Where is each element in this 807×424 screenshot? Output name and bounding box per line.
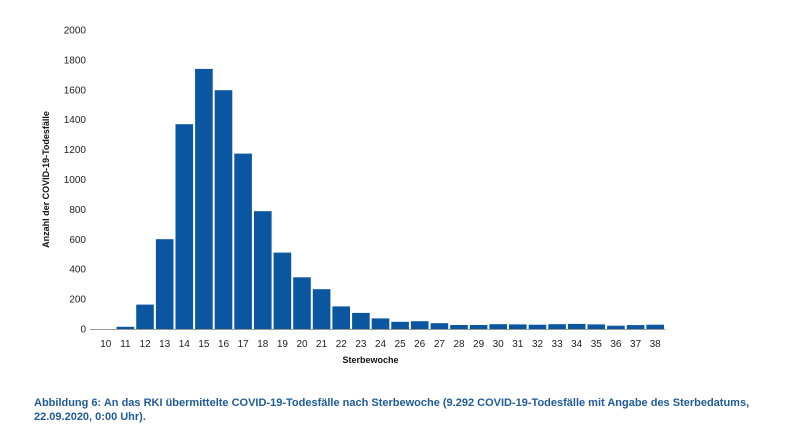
bar	[352, 312, 370, 329]
y-tick-label: 600	[69, 235, 86, 246]
bar	[391, 321, 409, 329]
x-tick-label: 31	[512, 339, 524, 350]
x-tick-label: 35	[591, 339, 603, 350]
x-tick-label: 17	[238, 339, 250, 350]
bar	[175, 124, 194, 329]
bar	[587, 324, 606, 329]
bar	[469, 325, 488, 329]
bar	[195, 68, 213, 330]
y-tick-label: 200	[69, 295, 86, 306]
y-tick-label: 1200	[64, 145, 87, 156]
bar	[567, 323, 586, 329]
x-tick-label: 19	[277, 339, 289, 350]
x-tick-label: 27	[434, 339, 446, 350]
x-axis-title: Sterbewoche	[342, 355, 398, 365]
bar	[626, 325, 645, 329]
bar	[528, 324, 547, 329]
y-tick-label: 1800	[64, 55, 87, 66]
x-tick-label: 26	[414, 339, 426, 350]
bar	[371, 318, 390, 329]
x-tick-label: 37	[630, 339, 642, 350]
x-tick-label: 12	[140, 339, 152, 350]
x-tick-label: 22	[336, 339, 348, 350]
x-tick-label: 15	[198, 339, 210, 350]
x-tick-label: 11	[120, 339, 131, 350]
bars	[116, 68, 664, 330]
y-tick-label: 800	[69, 205, 86, 216]
y-tick-label: 0	[80, 325, 86, 336]
bar-chart: 0 200 400 600 800 1000 1200 1400 1600 1800 2000 10…	[41, 26, 665, 365]
bar	[234, 153, 252, 329]
bar	[155, 239, 174, 329]
x-tick-label: 14	[179, 339, 191, 350]
x-tick-label: 20	[296, 339, 308, 350]
x-tick-label: 23	[355, 339, 367, 350]
x-tick-label: 24	[375, 339, 387, 350]
y-axis-title: Anzahl der COVID-19-Todesfälle	[41, 111, 51, 248]
y-tick-label: 2000	[64, 26, 87, 37]
bar	[509, 324, 527, 329]
x-axis-ticks: 10 11 12 13 14 15 16 17 18 19 20 21 22 23 24 25 26 27 28 29…	[100, 339, 661, 350]
x-tick-label: 30	[493, 339, 505, 350]
bar	[607, 325, 625, 329]
x-tick-label: 16	[218, 339, 230, 350]
bar	[430, 323, 449, 329]
bar	[273, 252, 292, 329]
bar	[116, 326, 135, 329]
x-tick-label: 21	[316, 339, 328, 350]
bar	[646, 324, 664, 329]
y-tick-label: 1000	[64, 175, 87, 186]
x-tick-label: 28	[453, 339, 465, 350]
bar	[312, 289, 331, 329]
bar	[450, 325, 468, 329]
x-tick-label: 38	[650, 339, 662, 350]
figure-caption: Abbildung 6: An das RKI übermittelte COV…	[34, 397, 750, 423]
x-tick-label: 25	[395, 339, 407, 350]
bar	[214, 90, 233, 329]
bar	[254, 211, 272, 329]
x-tick-label: 32	[532, 339, 544, 350]
bar	[548, 324, 566, 329]
x-tick-label: 10	[100, 339, 112, 350]
y-tick-label: 1400	[64, 115, 87, 126]
bar	[332, 306, 350, 329]
y-tick-label: 400	[69, 265, 86, 276]
x-tick-label: 29	[473, 339, 485, 350]
bar	[136, 304, 154, 329]
y-tick-label: 1600	[64, 85, 87, 96]
x-tick-label: 13	[159, 339, 171, 350]
x-tick-label: 33	[552, 339, 564, 350]
x-tick-label: 18	[257, 339, 269, 350]
bar	[410, 321, 429, 329]
x-tick-label: 34	[571, 339, 583, 350]
bar	[293, 277, 311, 329]
x-tick-label: 36	[610, 339, 622, 350]
bar	[489, 324, 507, 329]
y-axis-ticks: 0 200 400 600 800 1000 1200 1400 1600 1800 2000	[64, 26, 87, 336]
